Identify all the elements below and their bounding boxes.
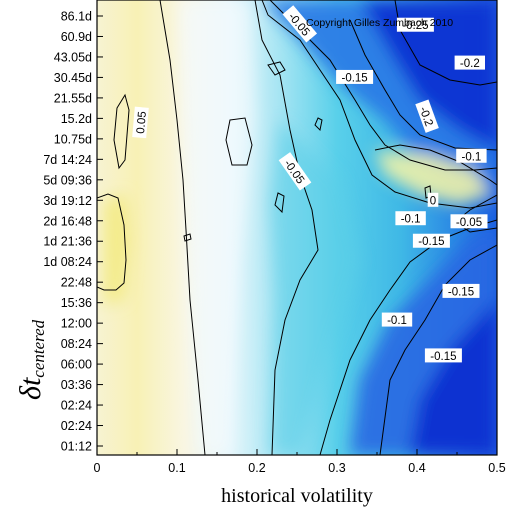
contour-0.05-top — [113, 93, 130, 170]
y-tick-label: 12:00 — [61, 317, 92, 331]
contour-label-text: 0.05 — [135, 111, 149, 134]
contour-label-text: -0.2 — [460, 58, 480, 70]
y-tick-label: 5d 09:36 — [43, 173, 92, 187]
contour-label: -0.15 — [412, 233, 450, 248]
y-tick-label: 03:36 — [61, 378, 92, 392]
contour-label-text: 0 — [430, 195, 436, 207]
contour-label-text: -0.1 — [461, 151, 481, 163]
y-axis-title: δtcentered — [14, 319, 48, 400]
contour-0-band — [159, 0, 206, 455]
contour-neg0.05-dot — [314, 117, 323, 132]
x-tick-label: 0.4 — [408, 461, 425, 475]
contour-label: 0 — [427, 192, 439, 207]
y-tick-label: 02:24 — [61, 399, 92, 413]
blob-cyan-mid — [270, 120, 360, 455]
y-tick-label: 86.1d — [61, 10, 92, 24]
contour-label-text: -0.1 — [401, 214, 421, 226]
contour-label: -0.15 — [336, 69, 374, 84]
x-tick-label: 0.3 — [328, 461, 345, 475]
y-tick-label: 43.05d — [54, 50, 92, 64]
contour-label-bg — [396, 17, 434, 32]
y-tick-label: 21.55d — [54, 91, 92, 105]
x-tick-label: 0.5 — [488, 461, 505, 475]
contour-neg0.15-upper — [269, 0, 497, 171]
contour-label-bg — [424, 348, 462, 363]
y-tick-label: 15:36 — [61, 296, 92, 310]
x-axis-title: historical volatility — [221, 485, 373, 507]
y-tick-label: 2d 16:48 — [43, 214, 92, 228]
contour-lines — [97, 0, 497, 455]
contour-label-text: -0.25 — [402, 20, 428, 32]
copyright-notice: Copyright Gilles Zumbach 2010 — [306, 17, 453, 29]
contour-label: -0.2 — [454, 55, 485, 70]
contour-label-text: -0.05 — [456, 217, 482, 229]
contour-label-bg — [336, 69, 374, 84]
heatmap-field — [97, 0, 497, 455]
contour-neg0.2 — [349, 19, 497, 151]
y-tick-label: 08:24 — [61, 337, 92, 351]
contour-label: -0.25 — [396, 17, 434, 32]
contour-label-bg — [132, 106, 149, 139]
y-axis: 01:12 02:24 02:24 03:36 06:00 08:24 12:00 15:36… — [43, 10, 103, 454]
contour-neg0.1-upper — [261, 0, 497, 209]
blob-deep-blue-bottom — [410, 300, 497, 455]
contour-label-bg — [278, 152, 312, 191]
contour-neg0.05-island — [274, 192, 285, 214]
x-tick-label: 0 — [94, 461, 101, 475]
contour-label: -0.15 — [424, 348, 462, 363]
contour-neg0.15-ring — [267, 61, 286, 76]
contour-label: -0.1 — [381, 312, 413, 327]
contour-label: -0.05 — [450, 214, 488, 229]
contour-label-bg — [450, 214, 488, 229]
y-tick-label: 06:00 — [61, 358, 92, 372]
x-tick-label: 0.1 — [168, 461, 185, 475]
contour-label-bg — [415, 99, 439, 133]
y-tick-label: 22:48 — [61, 276, 92, 290]
contour-neg0.15-lower — [379, 244, 497, 455]
blob-yellow-right — [375, 150, 490, 205]
y-axis-title-sub: centered — [29, 319, 48, 377]
contour-0.05-left — [97, 193, 127, 291]
contour-neg0.1-inner — [374, 144, 497, 186]
contour-label-bg — [442, 283, 480, 298]
contour-label-bg — [454, 55, 485, 70]
y-tick-label: 7d 14:24 — [43, 153, 92, 167]
contour-label-text: -0.1 — [387, 315, 407, 327]
contour-label-bg — [456, 148, 487, 163]
field-blobs — [104, 0, 497, 455]
contour-label: 0.05 — [132, 106, 149, 139]
contour-label-bg — [282, 5, 318, 43]
y-tick-label: 1d 08:24 — [43, 255, 92, 269]
y-tick-label: 01:12 — [61, 440, 92, 454]
svg-text:δtcentered: δtcentered — [14, 319, 48, 400]
contour-label: -0.1 — [456, 148, 487, 163]
contour-label-text: -0.15 — [448, 286, 474, 298]
x-axis: 0 0.1 0.2 0.3 0.4 0.5 — [94, 449, 506, 475]
y-tick-label: 1d 21:36 — [43, 235, 92, 249]
contour-neg0.1-lower — [319, 219, 497, 455]
blob-white-band — [180, 0, 255, 455]
y-tick-label: 30.45d — [54, 71, 92, 85]
contour-0-island — [225, 117, 253, 166]
contour-label-bg — [381, 312, 413, 327]
contour-label-bg — [427, 192, 439, 207]
y-tick-label: 02:24 — [61, 419, 92, 433]
y-tick-label: 60.9d — [61, 30, 92, 44]
contour-label-text: -0.15 — [418, 236, 444, 248]
blob-deep-blue-top — [360, 0, 497, 150]
x-tick-label: 0.2 — [248, 461, 265, 475]
y-tick-label: 15.2d — [61, 112, 92, 126]
y-tick-label: 10.75d — [54, 132, 92, 146]
contour-label-bg — [412, 233, 450, 248]
contour-label: -0.15 — [442, 283, 480, 298]
contour-label-bg — [395, 211, 426, 226]
contour-label-text: -0.15 — [430, 351, 456, 363]
y-axis-title-main: δt — [14, 377, 47, 400]
y-tick-label: 3d 19:12 — [43, 194, 92, 208]
contour-label: -0.1 — [395, 211, 426, 226]
contour-label-text: -0.15 — [341, 72, 367, 84]
contour-0-dot — [183, 233, 192, 242]
